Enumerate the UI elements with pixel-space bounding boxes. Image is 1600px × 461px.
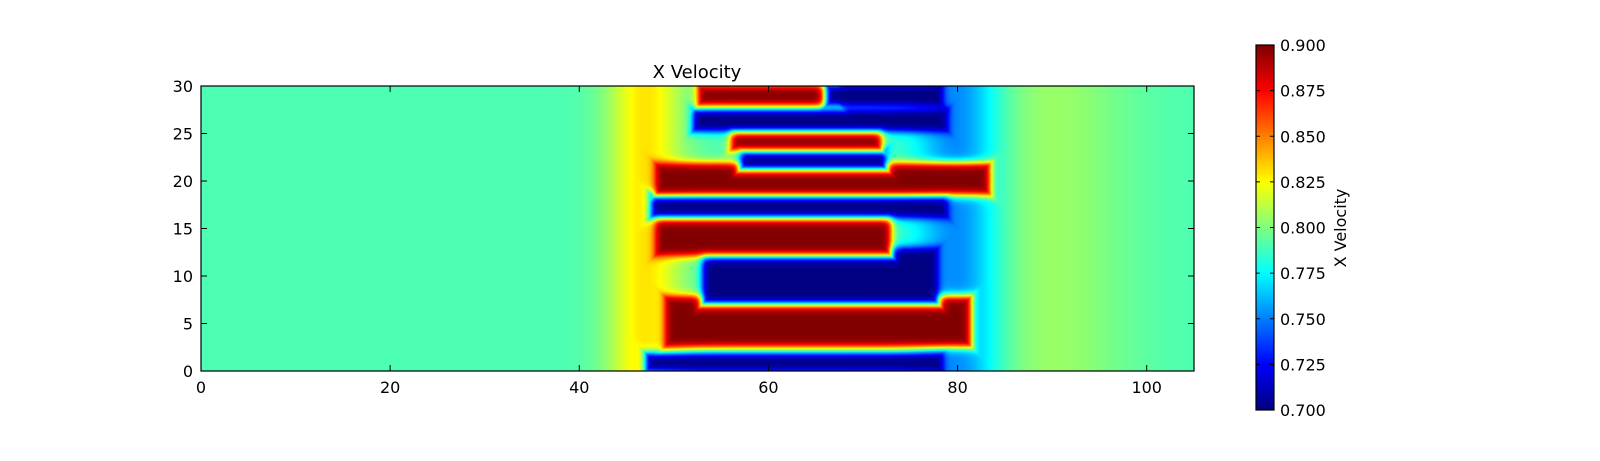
colorbar-tick-label: 0.900 [1280,36,1326,55]
y-tick-label: 30 [173,77,193,96]
x-tick-label: 60 [758,378,778,397]
colorbar-tick-label: 0.800 [1280,219,1326,238]
colorbar: 0.700 0.725 0.750 0.775 0.800 0.825 0.850 0.875… [1255,36,1350,420]
y-tick-label: 25 [173,125,193,144]
colorbar-tick-label: 0.825 [1280,173,1326,192]
y-tick-label: 10 [173,267,193,286]
y-tick-label: 0 [183,362,193,381]
y-axis: 0 5 10 15 20 25 30 [173,77,1194,381]
colorbar-tick-label: 0.850 [1280,127,1326,146]
colorbar-ticks: 0.700 0.725 0.750 0.775 0.800 0.825 0.850 0.875… [1256,36,1326,420]
y-tick-label: 5 [183,315,193,334]
y-tick-label: 15 [173,220,193,239]
x-tick-label: 100 [1131,378,1162,397]
x-tick-label: 40 [569,378,589,397]
colorbar-gradient [1256,45,1274,410]
y-tick-label: 20 [173,172,193,191]
heatmap-image [201,86,1194,371]
plot-area [200,85,1195,372]
colorbar-tick-label: 0.875 [1280,82,1326,101]
colorbar-tick-label: 0.750 [1280,310,1326,329]
colorbar-tick-label: 0.725 [1280,355,1326,374]
colorbar-tick-label: 0.700 [1280,401,1326,420]
x-tick-label: 80 [947,378,967,397]
x-axis: 0 20 40 60 80 100 [196,86,1162,397]
x-tick-label: 20 [380,378,400,397]
x-tick-label: 0 [196,378,206,397]
colorbar-tick-label: 0.775 [1280,264,1326,283]
chart-title: X Velocity [653,62,742,83]
colorbar-label: X Velocity [1331,189,1350,268]
